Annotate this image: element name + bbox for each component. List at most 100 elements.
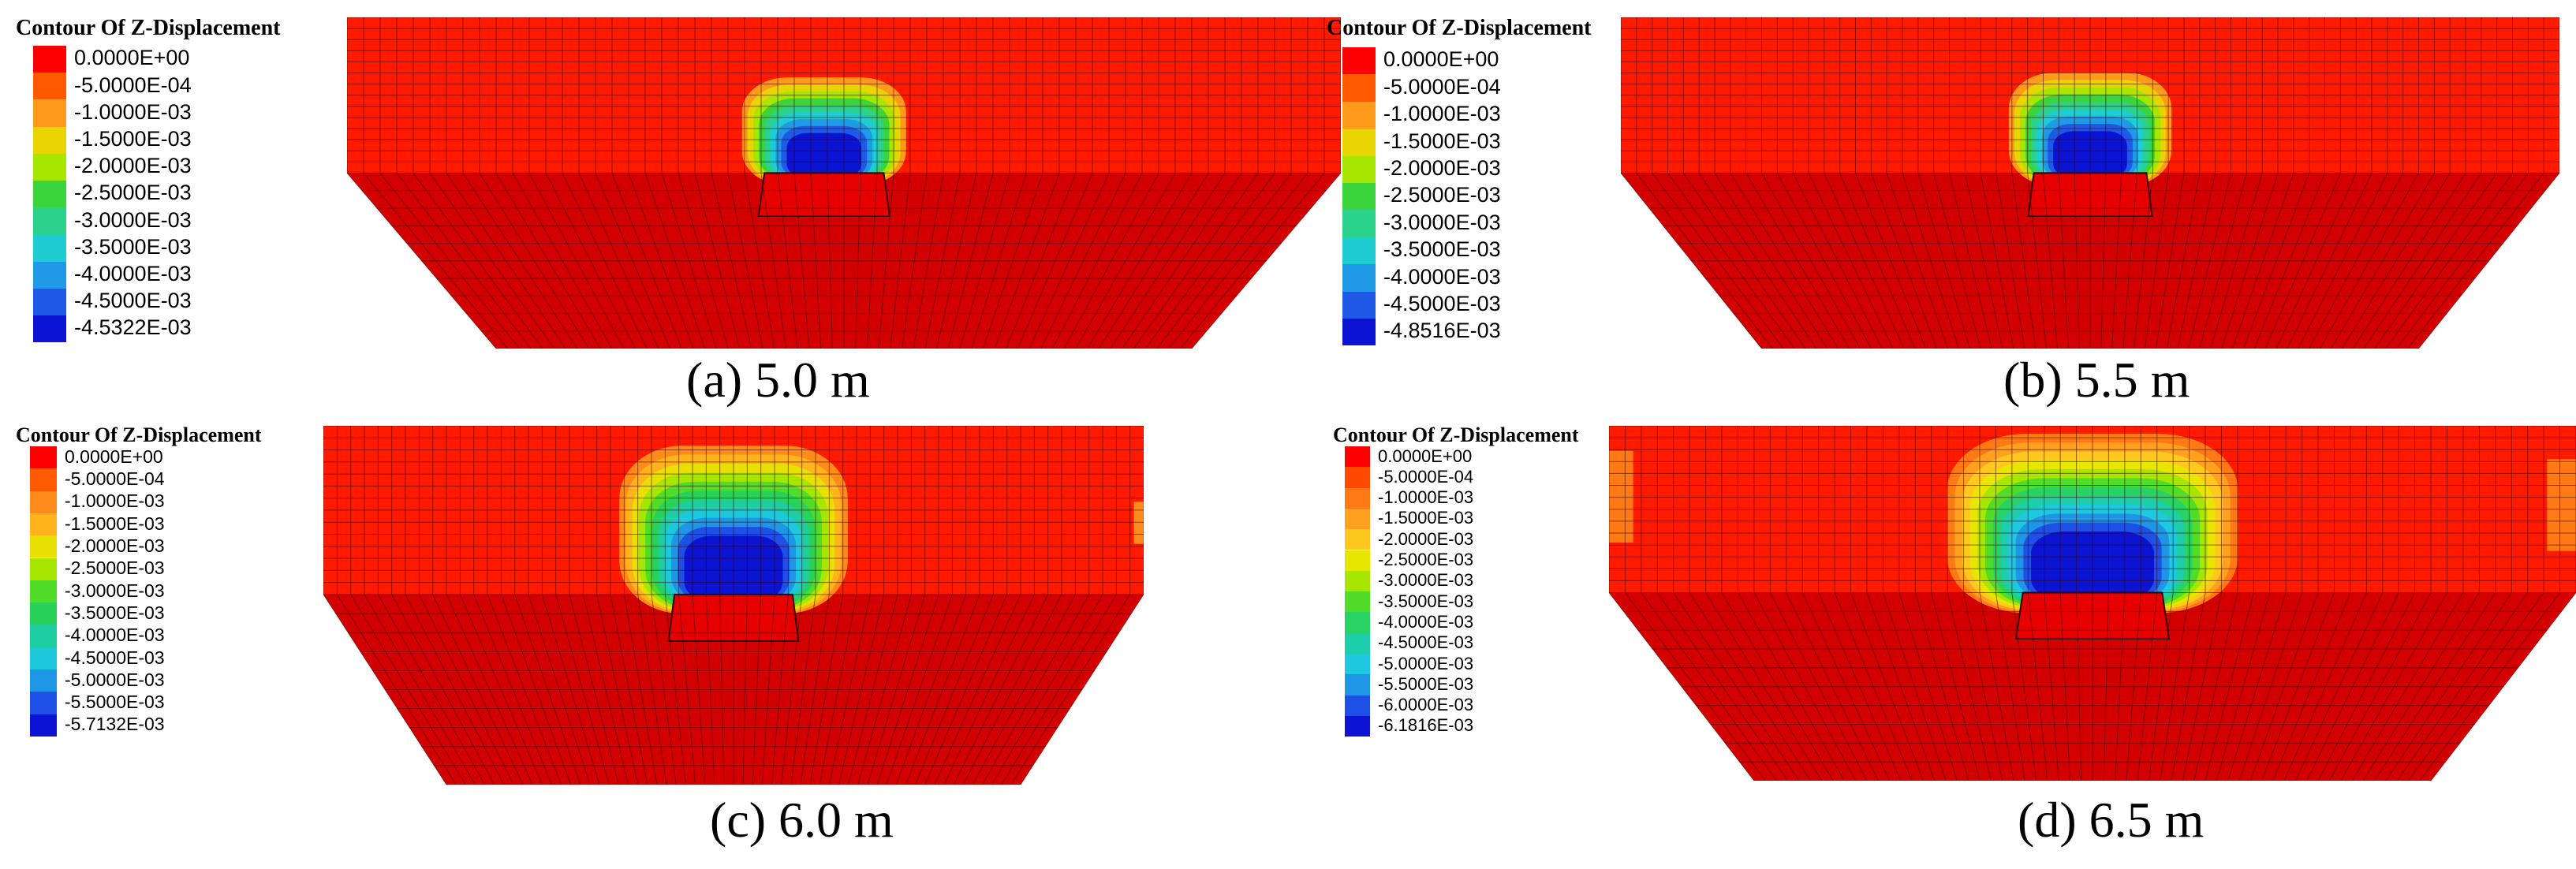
- legend-label: -2.0000E-03: [74, 154, 192, 178]
- legend-label: -3.0000E-03: [1378, 570, 1474, 591]
- legend-label: -4.5000E-03: [65, 647, 165, 668]
- legend-swatch: [30, 647, 57, 669]
- legend-swatch: [1342, 210, 1376, 237]
- legend-swatch: [30, 669, 57, 692]
- legend-swatch: [1342, 319, 1376, 346]
- panel-caption: (d) 6.5 m: [2018, 792, 2205, 848]
- legend-swatch: [33, 234, 66, 262]
- legend-label: -1.0000E-03: [74, 99, 192, 124]
- legend-swatch: [33, 261, 66, 289]
- legend-label: -2.5000E-03: [65, 558, 165, 579]
- legend-label: -3.5000E-03: [1383, 237, 1501, 262]
- legend-swatch: [30, 535, 57, 558]
- legend-label: -4.0000E-03: [74, 261, 192, 285]
- fem-mesh-model: [347, 17, 1341, 349]
- legend-label: -4.5000E-03: [74, 289, 192, 313]
- legend-swatch: [33, 153, 66, 181]
- legend-title: Contour Of Z-Displacement: [1327, 16, 1592, 40]
- legend-label: 0.0000E+00: [1378, 446, 1473, 466]
- legend-swatch: [30, 513, 57, 536]
- legend-swatch: [1342, 101, 1376, 129]
- legend-swatch: [1345, 529, 1370, 550]
- legend-swatch: [1345, 674, 1370, 696]
- legend-swatch: [30, 446, 57, 469]
- legend-label: -3.0000E-03: [74, 207, 192, 232]
- legend-label: -5.0000E-03: [65, 669, 165, 690]
- legend-swatch: [1342, 291, 1376, 319]
- legend-label: -2.0000E-03: [1378, 528, 1474, 549]
- legend-swatch: [1342, 74, 1376, 102]
- legend-label: -3.5000E-03: [65, 602, 165, 623]
- legend-label: -2.5000E-03: [1383, 183, 1501, 207]
- legend-swatch: [33, 315, 66, 343]
- panel-caption: (c) 6.0 m: [710, 792, 894, 848]
- legend-label: -2.0000E-03: [65, 535, 165, 557]
- fem-mesh-model: [1609, 426, 2576, 781]
- legend-swatch: [33, 99, 66, 127]
- legend-label: -5.0000E-03: [1378, 653, 1474, 673]
- legend-swatch: [33, 126, 66, 154]
- legend-label: -4.0000E-03: [65, 625, 165, 646]
- legend-swatch: [30, 468, 57, 491]
- legend-label: -1.5000E-03: [1383, 129, 1501, 153]
- legend-swatch: [1345, 467, 1370, 488]
- legend-swatch: [30, 558, 57, 580]
- legend-label: -2.5000E-03: [1378, 550, 1474, 570]
- legend-label: -4.8516E-03: [1383, 319, 1501, 343]
- fem-mesh-model: [323, 426, 1144, 785]
- legend-label: -4.0000E-03: [1383, 264, 1501, 289]
- legend-swatch: [1345, 632, 1370, 654]
- legend-swatch: [1345, 550, 1370, 571]
- legend-label: -6.1816E-03: [1378, 715, 1474, 736]
- legend-label: -3.5000E-03: [1378, 591, 1474, 611]
- legend-swatch: [1342, 47, 1376, 75]
- legend-swatch: [33, 207, 66, 235]
- legend-swatch: [1345, 508, 1370, 530]
- legend-label: 0.0000E+00: [1383, 47, 1499, 72]
- legend-label: -4.5322E-03: [74, 315, 192, 340]
- legend-swatch: [30, 602, 57, 625]
- legend-swatch: [1345, 487, 1370, 509]
- legend-swatch: [1342, 129, 1376, 156]
- legend-swatch: [33, 288, 66, 315]
- mesh-grid: [1621, 17, 2559, 349]
- legend-swatch: [1342, 264, 1376, 292]
- legend-label: -3.5000E-03: [74, 234, 192, 259]
- legend-title: Contour Of Z-Displacement: [16, 423, 262, 446]
- legend-label: -3.0000E-03: [1383, 210, 1501, 234]
- legend-title: Contour Of Z-Displacement: [1333, 423, 1579, 446]
- legend-swatch: [1342, 237, 1376, 265]
- panel-caption: (a) 5.0 m: [686, 352, 870, 408]
- legend-label: -1.0000E-03: [1378, 487, 1474, 508]
- contour-band: [1133, 502, 1144, 544]
- legend-label: -5.0000E-04: [1378, 466, 1474, 487]
- legend-label: -5.5000E-03: [1378, 673, 1474, 694]
- legend-label: -5.0000E-04: [65, 468, 165, 490]
- legend-swatch: [1345, 570, 1370, 592]
- legend-swatch: [1345, 654, 1370, 675]
- mesh-grid: [323, 426, 1144, 785]
- legend-swatch: [33, 46, 66, 73]
- legend-label: -1.0000E-03: [1383, 102, 1501, 126]
- legend-label: -6.0000E-03: [1378, 695, 1474, 715]
- legend-label: 0.0000E+00: [74, 46, 190, 70]
- legend-swatch: [30, 490, 57, 513]
- legend-swatch: [30, 714, 57, 737]
- legend-swatch: [30, 580, 57, 603]
- legend-swatch: [1345, 446, 1370, 468]
- contour-band: [1609, 450, 1633, 543]
- legend-label: -4.0000E-03: [1378, 611, 1474, 632]
- legend-label: -5.0000E-04: [1383, 74, 1501, 99]
- mesh-grid: [347, 17, 1341, 349]
- legend-swatch: [30, 625, 57, 647]
- legend-label: -5.5000E-03: [65, 692, 165, 713]
- legend-label: -1.5000E-03: [1378, 508, 1474, 528]
- mesh-grid: [1609, 426, 2576, 781]
- legend-label: -2.5000E-03: [74, 181, 192, 205]
- legend-label: -1.0000E-03: [65, 490, 165, 512]
- legend-swatch: [1342, 155, 1376, 183]
- legend-swatch: [30, 692, 57, 714]
- legend-title: Contour Of Z-Displacement: [16, 16, 281, 40]
- legend-swatch: [1342, 183, 1376, 211]
- legend-swatch: [1345, 591, 1370, 613]
